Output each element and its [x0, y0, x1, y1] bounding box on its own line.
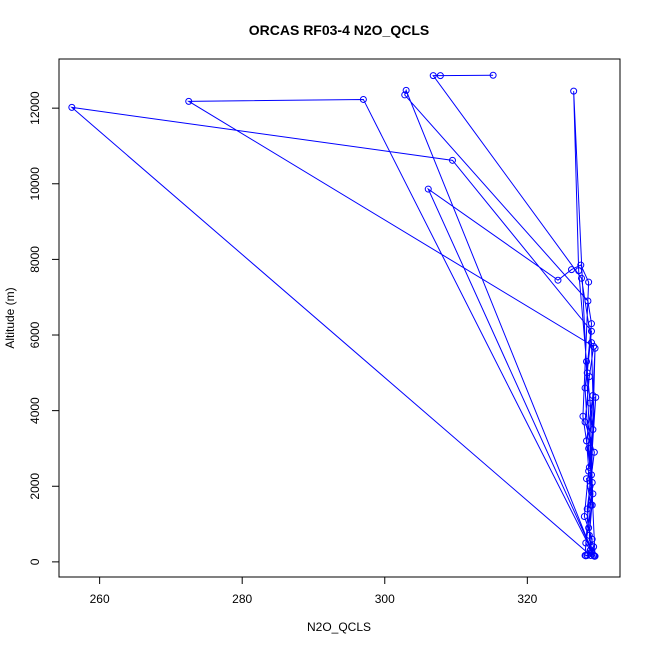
series-line — [70, 74, 597, 557]
y-axis: 0 2000 4000 6000 8000 10000 12000 — [28, 91, 60, 565]
x-tick-label: 260 — [90, 592, 110, 606]
data-point — [584, 297, 592, 305]
x-axis: 260 280 300 320 — [90, 576, 538, 606]
x-tick-label: 320 — [517, 592, 537, 606]
data-point — [583, 357, 590, 365]
data-point — [578, 274, 586, 282]
data-point — [581, 551, 589, 559]
x-tick-label: 300 — [375, 592, 395, 606]
data-point — [590, 543, 598, 551]
x-axis-label: N2O_QCLS — [307, 620, 371, 634]
data-point — [587, 327, 595, 335]
data-point — [585, 444, 593, 452]
data-point — [185, 97, 193, 105]
data-point — [587, 320, 595, 328]
data-point — [592, 393, 600, 401]
data-point — [568, 266, 576, 274]
data-point — [581, 384, 589, 392]
data-point — [585, 524, 593, 532]
data-point — [489, 71, 497, 79]
y-tick-label: 2000 — [28, 473, 42, 500]
data-point — [579, 412, 587, 420]
data-point — [424, 185, 432, 193]
data-point — [554, 276, 562, 284]
chart-title: ORCAS RF03-4 N2O_QCLS — [249, 22, 429, 38]
data-point — [585, 373, 593, 381]
data-point — [591, 344, 599, 352]
data-point — [590, 342, 598, 350]
data-point — [590, 552, 598, 560]
data-point — [68, 103, 76, 111]
data-point — [589, 490, 597, 498]
data-point — [586, 547, 594, 555]
y-tick-label: 12000 — [28, 91, 42, 125]
data-point — [583, 505, 591, 513]
data-point — [577, 261, 585, 269]
y-tick-label: 8000 — [28, 246, 42, 273]
y-tick-label: 6000 — [28, 321, 42, 348]
data-point — [570, 87, 578, 95]
data-point — [586, 399, 594, 407]
y-tick-label: 10000 — [28, 167, 42, 201]
y-tick-label: 0 — [28, 558, 42, 565]
data-point — [359, 95, 367, 103]
data-point — [448, 156, 456, 164]
data-point — [585, 278, 593, 286]
data-point — [587, 501, 595, 509]
data-point — [583, 369, 591, 377]
data-point — [587, 339, 595, 347]
data-point — [587, 471, 595, 479]
data-point — [588, 478, 596, 486]
data-point — [401, 91, 409, 99]
data-point — [588, 535, 596, 543]
data-point — [429, 72, 437, 80]
data-point — [590, 448, 598, 456]
data-point — [582, 539, 590, 547]
x-tick-label: 280 — [232, 592, 252, 606]
data-point — [580, 513, 588, 520]
data-point — [436, 72, 444, 80]
series-layer — [68, 71, 600, 560]
data-point — [589, 426, 597, 434]
y-axis-label: Altitude (m) — [3, 287, 17, 348]
data-point — [586, 482, 594, 490]
data-point — [402, 86, 410, 94]
data-point — [583, 437, 590, 445]
data-point — [583, 475, 590, 483]
data-point — [585, 463, 593, 471]
plot-frame — [58, 58, 621, 578]
y-tick-label: 4000 — [28, 397, 42, 424]
